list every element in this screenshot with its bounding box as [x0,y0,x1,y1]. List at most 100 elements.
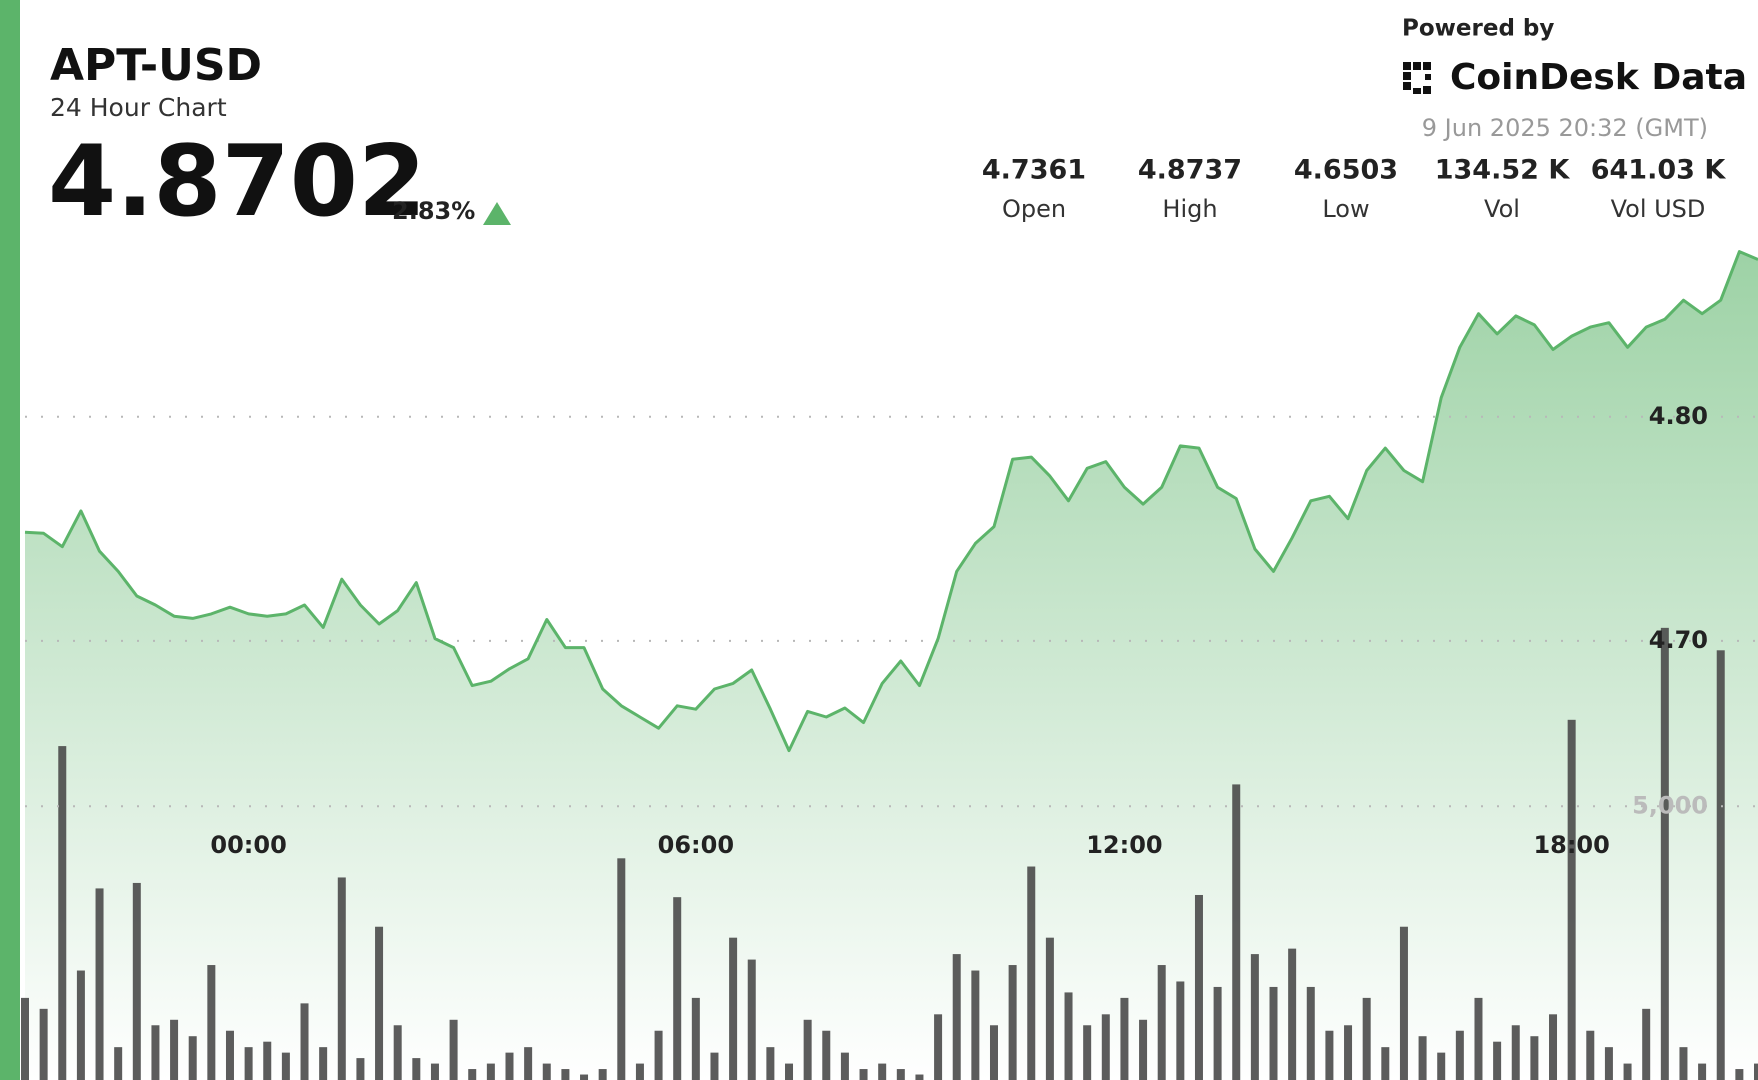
volume-bar [617,858,626,1080]
volume-bar [729,937,738,1080]
volume-bar [747,959,756,1080]
subtitle: 24 Hour Chart [50,93,227,122]
volume-bar [1381,1047,1390,1080]
volume-bar [654,1030,663,1080]
stat-label: Open [1002,195,1066,223]
volume-bar [580,1074,589,1080]
stat-value: 134.52 K [1435,155,1571,186]
volume-bar [188,1036,197,1080]
symbol: APT-USD [50,40,262,91]
stats: 4.7361 Open 4.8737 High 4.6503 Low 134.52 K Vol… [982,155,1726,224]
volume-bar [673,897,682,1080]
volume-bar [1139,1019,1148,1080]
volume-bar [989,1025,998,1080]
volume-bar [114,1047,123,1080]
volume-bar [300,1003,309,1080]
volume-bar [971,970,980,1080]
volume-bar [1418,1036,1427,1080]
volume-bar [896,1069,905,1080]
volume-bar [859,1069,868,1080]
volume-bar [542,1063,551,1080]
volume-bar [1455,1030,1464,1080]
volume-bar [561,1069,570,1080]
volume-bar [207,965,216,1080]
stat-value: 4.7361 [982,155,1086,186]
volume-bar [1474,997,1483,1080]
volume-bar [915,1074,924,1080]
volume-bar [1623,1063,1632,1080]
y-tick-label: 4.80 [1649,402,1708,430]
stat-label: High [1162,195,1217,223]
volume-bar [281,1052,290,1080]
volume-bar [1325,1030,1334,1080]
volume-bar [412,1058,421,1080]
volume-bar [878,1063,887,1080]
x-tick-label: 18:00 [1533,831,1609,859]
volume-bar [263,1041,272,1080]
volume-bar [505,1052,514,1080]
volume-bar [1083,1025,1092,1080]
price-area [25,251,1758,1080]
stat-value: 641.03 K [1591,155,1727,186]
volume-bar [934,1014,943,1080]
volume-bar [524,1047,533,1080]
volume-bar [39,1008,48,1080]
volume-bar [1344,1025,1353,1080]
y2-tick-label: 5,000 [1632,791,1708,819]
volume-bar [1642,1008,1651,1080]
volume-bar [1045,937,1054,1080]
volume-bar [1101,1014,1110,1080]
volume-bar [449,1019,458,1080]
volume-bar [76,970,85,1080]
volume-bar [1250,954,1259,1080]
volume-bar [151,1025,160,1080]
price-line [24,250,1758,753]
volume-bar [225,1030,234,1080]
x-tick-label: 06:00 [658,831,734,859]
stat-label: Low [1322,195,1369,223]
stat-value: 4.8737 [1138,155,1242,186]
volume-bar [1064,992,1073,1080]
accent-bar [0,0,20,1080]
volume-bar [1120,997,1129,1080]
volume-bar [1698,1063,1707,1080]
volume-bar [1754,1063,1758,1080]
volume-bar [1306,986,1315,1080]
volume-bar [21,997,29,1080]
volume-bar [766,1047,775,1080]
volume-bar [1735,1069,1744,1080]
volume-bar [803,1019,812,1080]
volume-bar [170,1019,179,1080]
volume-bar [1176,981,1185,1080]
volume-bar [1232,784,1241,1080]
volume-bar [1679,1047,1688,1080]
stat-label: Vol [1484,195,1520,223]
volume-bar [1008,965,1017,1080]
volume-bar [132,882,141,1080]
volume-bar [710,1052,719,1080]
volume-bar [1530,1036,1539,1080]
volume-bar [1157,965,1166,1080]
powered-by: Powered by [1402,16,1554,42]
volume-bar [486,1063,495,1080]
volume-bar [1027,866,1036,1080]
volume-bar [635,1063,644,1080]
volume-bar [952,954,961,1080]
volume-bar [822,1030,831,1080]
timestamp: 9 Jun 2025 20:32 (GMT) [1422,114,1708,142]
volume-bar [356,1058,365,1080]
volume-bar [319,1047,328,1080]
volume-bar [1549,1014,1558,1080]
volume-bar [1716,650,1725,1080]
stat-label: Vol USD [1611,195,1706,223]
volume-bar [1288,948,1297,1080]
volume-bar [95,888,104,1080]
volume-bar [1213,986,1222,1080]
price: 4.8702 [48,125,426,239]
volume-bar [1567,719,1576,1080]
volume-bar [1437,1052,1446,1080]
volume-bar [337,877,346,1080]
volume-bar [1511,1025,1520,1080]
